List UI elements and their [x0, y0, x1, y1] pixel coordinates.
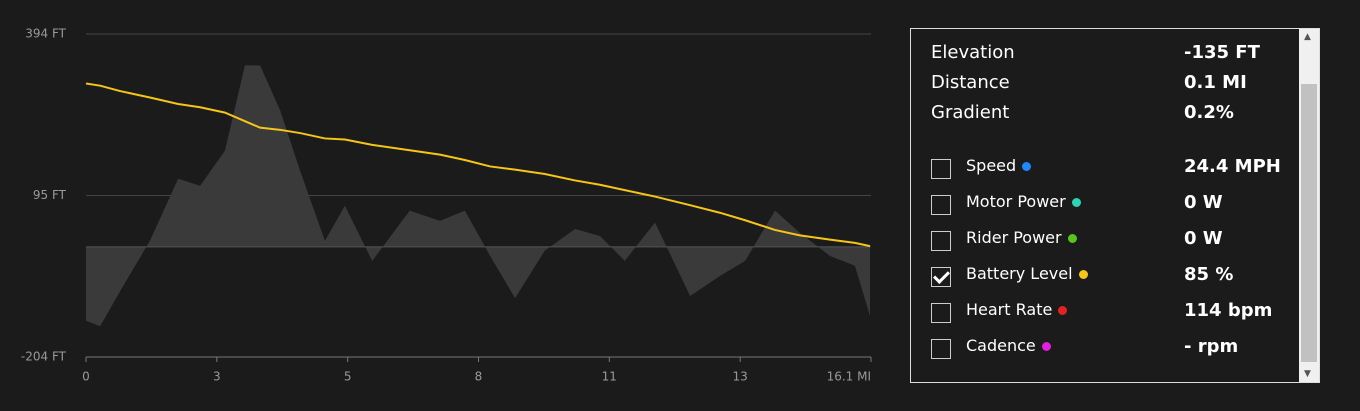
x-tick-label: 5 [344, 370, 352, 384]
x-tick-label: 8 [475, 370, 483, 384]
metric-value: - rpm [1184, 336, 1239, 357]
metric-name: Speed [966, 156, 1017, 175]
metric-label[interactable]: Heart Rate [966, 300, 1068, 319]
color-dot [1078, 270, 1088, 279]
metric-value: 0 W [1184, 228, 1223, 249]
color-dot [1022, 162, 1032, 171]
stat-label: Elevation [931, 42, 1015, 63]
metric-name: Heart Rate [966, 300, 1053, 319]
color-dot [1058, 306, 1068, 315]
x-tick-label: 13 [733, 370, 748, 384]
metric-name: Cadence [966, 336, 1036, 355]
scrollbar[interactable]: ▲ ▼ [1299, 29, 1319, 382]
checkbox[interactable] [931, 231, 951, 251]
checkbox[interactable] [931, 267, 951, 287]
chart: -204 FT 95 FT 394 FT 0 3 5 8 11 13 16.1 MI [21, 27, 872, 384]
metric-value: 24.4 MPH [1184, 156, 1281, 177]
checkbox[interactable] [931, 159, 951, 179]
x-tick-label: 16.1 MI [827, 370, 871, 384]
metric-label[interactable]: Battery Level [966, 264, 1088, 283]
stat-label: Gradient [931, 102, 1010, 123]
checkbox[interactable] [931, 303, 951, 323]
metric-value: 114 bpm [1184, 300, 1273, 321]
metric-label[interactable]: Speed [966, 156, 1032, 175]
metric-value: 0 W [1184, 192, 1223, 213]
checkbox[interactable] [931, 339, 951, 359]
stat-value: 0.1 MI [1184, 72, 1247, 93]
metric-label[interactable]: Cadence [966, 336, 1051, 355]
scroll-down[interactable]: ▼ [1304, 369, 1311, 379]
metric-label[interactable]: Rider Power [966, 228, 1077, 247]
scroll-thumb[interactable] [1301, 84, 1317, 362]
x-tick-label: 11 [602, 370, 617, 384]
y-tick-label: 394 FT [25, 27, 66, 41]
stat-label: Distance [931, 72, 1010, 93]
battery-line [85, 82, 871, 248]
y-tick-label: 95 FT [33, 188, 67, 202]
stat-value: -135 FT [1184, 42, 1260, 63]
checkbox[interactable] [931, 195, 951, 215]
scroll-up[interactable]: ▲ [1304, 32, 1311, 42]
metric-name: Motor Power [966, 192, 1066, 211]
x-tick-label: 3 [213, 370, 221, 384]
color-dot [1041, 342, 1051, 351]
metric-name: Rider Power [966, 228, 1062, 247]
x-tick-label: 0 [82, 370, 90, 384]
metric-label[interactable]: Motor Power [966, 192, 1081, 211]
color-dot [1071, 198, 1081, 207]
y-tick-label: -204 FT [21, 350, 67, 364]
stat-value: 0.2% [1184, 102, 1234, 123]
metric-name: Battery Level [966, 264, 1073, 283]
info-panel: ▲ ▼ Elevation -135 FT Distance 0.1 MI Gradie… [910, 28, 1320, 383]
color-dot [1067, 234, 1077, 243]
metric-value: 85 % [1184, 264, 1234, 285]
